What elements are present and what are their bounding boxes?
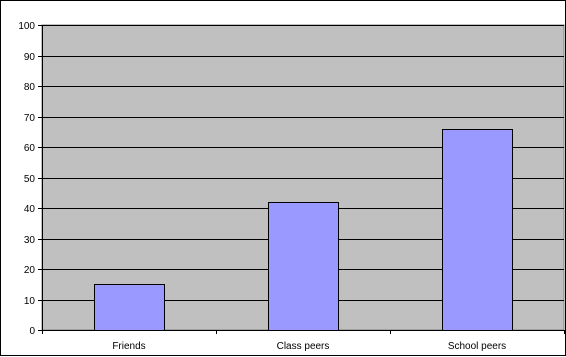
y-tick-label-90: 90	[24, 52, 36, 63]
x-tick-label-class-peers: Class peers	[277, 341, 330, 352]
y-tick-label-60: 60	[24, 143, 36, 154]
bar-class-peers	[268, 202, 339, 331]
y-tick-label-0: 0	[29, 326, 35, 337]
bar-friends	[94, 284, 165, 331]
y-tick-label-70: 70	[24, 113, 36, 124]
y-tick-label-50: 50	[24, 174, 36, 185]
y-tick-label-100: 100	[18, 21, 35, 32]
x-tick-label-friends: Friends	[112, 341, 145, 352]
y-tick-label-10: 10	[24, 296, 36, 307]
y-tick-label-80: 80	[24, 82, 36, 93]
y-tick-label-30: 30	[24, 235, 36, 246]
x-tick-label-school-peers: School peers	[448, 341, 506, 352]
y-tick-label-20: 20	[24, 265, 36, 276]
y-tick-label-40: 40	[24, 204, 36, 215]
bar-school-peers	[442, 129, 513, 331]
tick-labels: 0 10 20 30 40 50 60 70 80 90 100 Friends Class peers…	[18, 21, 506, 352]
axes	[38, 25, 565, 334]
